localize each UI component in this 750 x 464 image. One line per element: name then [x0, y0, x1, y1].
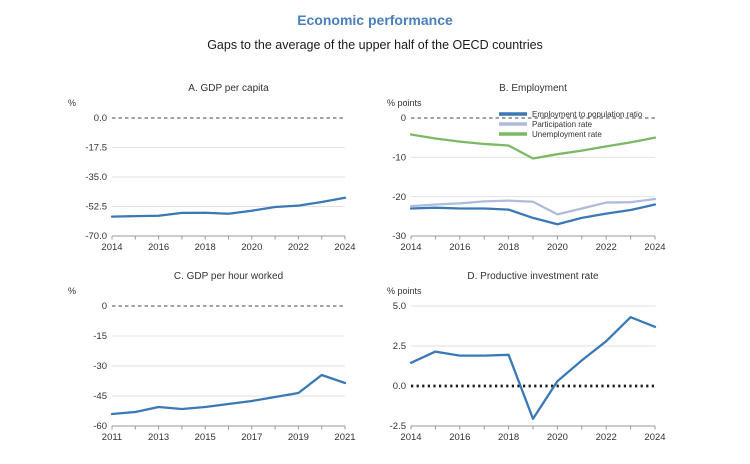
chart-employment: B. Employment 0 -10 -20 -30 2014 2016 2018 2020… [385, 82, 670, 257]
y-tick-label: -35.0 [85, 172, 107, 183]
chart-productive-investment-rate: D. Productive investment rate 5.0 2.5 0.0 -… [385, 270, 670, 447]
x-tick-label: 2013 [148, 432, 169, 443]
x-tick-label: 2024 [644, 432, 665, 443]
y-tick-label: 0.0 [94, 113, 107, 124]
y-tick-label: 0 [401, 113, 406, 124]
x-tick-label: 2022 [596, 432, 617, 443]
y-tick-label: 0 [102, 301, 107, 312]
x-tick-label: 2020 [241, 242, 262, 253]
y-tick-label: -20 [392, 192, 406, 203]
y-tick-label: -45 [93, 391, 107, 402]
x-tick-label: 2014 [400, 242, 421, 253]
series-participation-rate [409, 197, 657, 216]
x-tick-label: 2022 [596, 242, 617, 253]
chart-title-productive-investment-rate: D. Productive investment rate [467, 271, 599, 282]
chart-gdp-per-hour-worked: C. GDP per hour worked 0 -15 -30 -45 -60 2011… [62, 270, 357, 447]
x-tick-label: 2022 [288, 242, 309, 253]
series-productive-investment-rate [409, 316, 657, 420]
x-tick-label: 2011 [102, 432, 122, 443]
y-tick-label: -10 [392, 153, 406, 164]
x-tick-label: 2014 [400, 432, 421, 443]
y-tick-label: -15 [93, 331, 107, 342]
chart-title-gdp-per-hour-worked: C. GDP per hour worked [173, 271, 284, 282]
x-tick-label: 2018 [498, 432, 519, 443]
chart-title-gdp-per-capita: A. GDP per capita [188, 83, 269, 94]
x-tick-label: 2021 [334, 432, 355, 443]
y-tick-label: -30 [93, 361, 107, 372]
y-axis-unit: % [68, 98, 76, 108]
x-tick-label: 2024 [644, 242, 665, 253]
legend-label-employment-to-population-ratio: Employment to population ratio [532, 110, 643, 119]
figure-title: Economic performance [297, 12, 453, 28]
x-tick-label: 2024 [334, 242, 355, 253]
y-tick-label: -17.5 [85, 143, 107, 154]
figure-subtitle: Gaps to the average of the upper half of… [207, 38, 543, 52]
y-tick-label: 0.0 [393, 381, 406, 392]
x-tick-label: 2018 [498, 242, 519, 253]
y-axis-unit: % points [387, 286, 422, 296]
y-axis-unit: % [68, 286, 76, 296]
y-tick-label: -70.0 [85, 231, 107, 242]
x-tick-label: 2019 [288, 432, 309, 443]
y-tick-label: 2.5 [393, 341, 406, 352]
series-unemployment-rate [409, 133, 657, 160]
legend-label-unemployment-rate: Unemployment rate [532, 130, 602, 139]
x-tick-label: 2014 [101, 242, 122, 253]
y-tick-label: -2.5 [390, 421, 406, 432]
y-tick-label: -52.5 [85, 202, 107, 213]
y-tick-label: 5.0 [393, 301, 406, 312]
series-gdp-per-hour-worked [110, 373, 347, 416]
x-tick-label: 2015 [195, 432, 216, 443]
series-employment-to-population-ratio [409, 203, 657, 226]
x-tick-label: 2020 [547, 242, 568, 253]
x-tick-label: 2016 [449, 432, 470, 443]
x-tick-label: 2016 [449, 242, 470, 253]
series-gdp-per-capita [110, 196, 347, 218]
y-tick-label: -60 [93, 421, 107, 432]
chart-title-employment: B. Employment [499, 83, 567, 94]
x-tick-label: 2017 [241, 432, 262, 443]
y-axis-unit: % points [387, 98, 422, 108]
legend-label-participation-rate: Participation rate [532, 120, 593, 129]
x-tick-label: 2018 [195, 242, 216, 253]
y-tick-label: -30 [392, 231, 406, 242]
x-tick-label: 2016 [148, 242, 169, 253]
x-tick-label: 2020 [547, 432, 568, 443]
chart-gdp-per-capita: A. GDP per capita 0.0 -17.5 -35.0 -52.5 -70.… [62, 82, 357, 257]
